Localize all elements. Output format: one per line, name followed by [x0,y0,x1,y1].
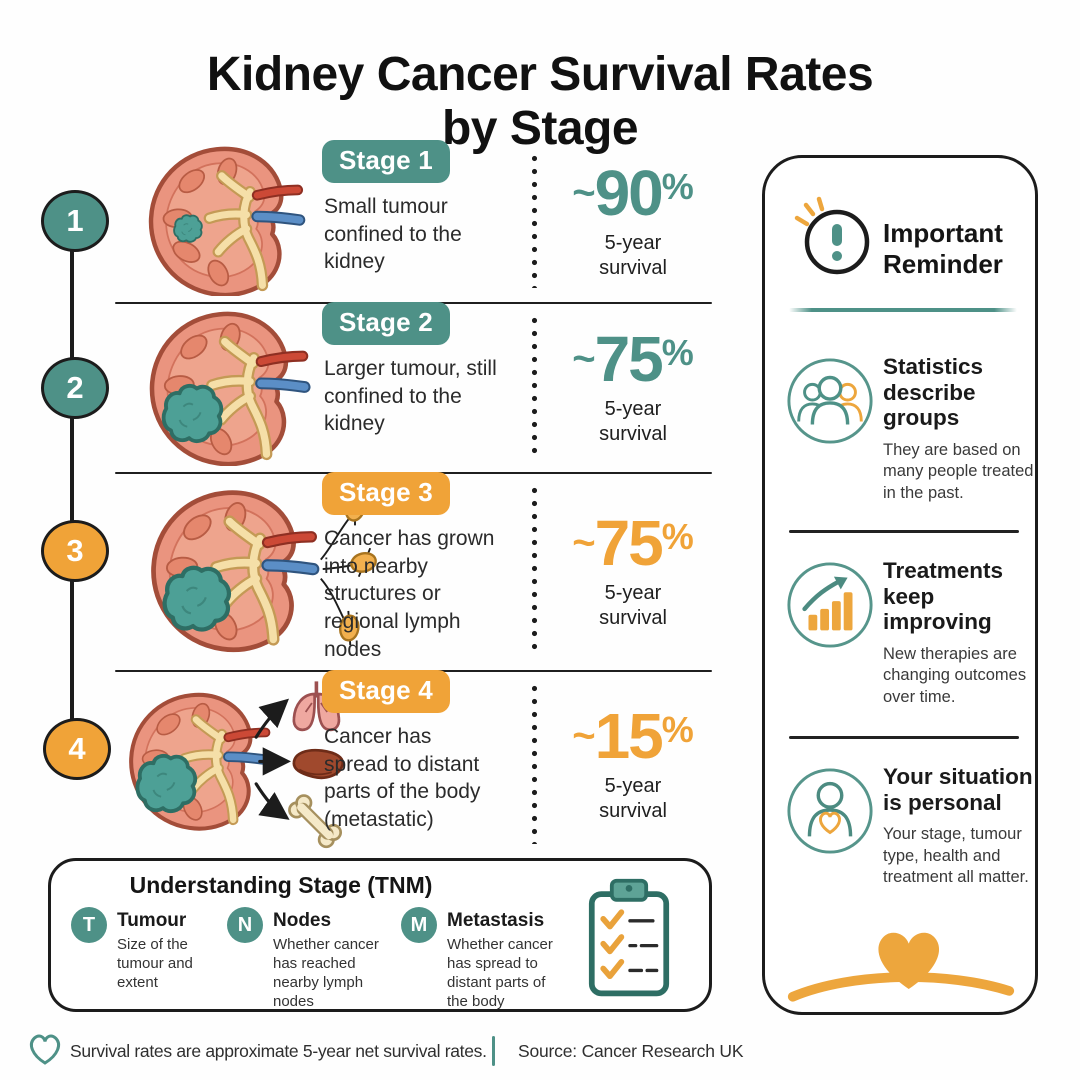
people-group-icon [787,358,873,444]
exclamation-icon [794,196,870,275]
survival-rate-value: ~75% [572,323,694,395]
kidney-metastasis-illustration [118,681,345,849]
kidney-tumour-lymph-nodes-illustration [142,476,379,666]
rising-chart-icon [787,562,873,648]
dotted-divider [532,152,537,288]
tnm-term: Nodes [273,910,332,931]
kidney-small-tumour-illustration [140,144,308,296]
stage-row-2: Stage 2 Larger tumour, still confined to… [40,302,712,472]
stage-row-3: Stage 3 Cancer has grown into nearby str… [40,472,712,670]
reminder-section-statistics: Statistics describe groups They are base… [883,354,1035,504]
footer-source: Source: Cancer Research UK [518,1041,744,1061]
reminder-section-personal: Your situation is personal Your stage, t… [883,764,1035,889]
stage-number-badge-3: 3 [41,520,109,582]
tnm-definition: Whether cancer has reached nearby lymph … [273,936,379,1010]
section-divider [789,736,1019,739]
tnm-title: Understanding Stage (TNM) [129,872,433,898]
survival-rate-label: 5-year survival [599,398,667,445]
tnm-definition: Size of the tumour and extent [117,936,193,991]
stage-number-badge-4: 4 [43,718,111,780]
dotted-divider [532,484,537,656]
survival-rate-value: ~75% [572,507,694,579]
stage-badge: Stage 3 [322,472,450,515]
section-heading: Statistics describe groups [883,354,984,431]
tnm-box: Understanding Stage (TNM) T Tumour Size … [48,858,712,1012]
stage-badge: Stage 1 [322,140,450,183]
reminder-section-treatments: Treatments keep improving New therapies … [883,558,1035,708]
heart-outline-icon [30,1034,60,1065]
reminder-title: Important Reminder [883,218,1003,279]
liver-icon [292,748,345,780]
stage-number-badge-2: 2 [41,357,109,419]
stage-description: Cancer has spread to distant parts of th… [324,725,481,832]
tnm-term: Metastasis [447,910,545,931]
footer-note: Survival rates are approximate 5-year ne… [70,1041,487,1061]
survival-rate-label: 5-year survival [599,775,667,822]
page-title-line2: by Stage [441,102,639,156]
stage-number-badge-1: 1 [41,190,109,252]
important-reminder-panel: Important Reminder Statistics describe g… [762,155,1038,1015]
stage-timeline-line [70,216,74,748]
survival-rate-label: 5-year survival [599,582,667,629]
heart-swoosh-icon [787,932,1015,1002]
survival-rate-value: ~15% [572,700,694,772]
tnm-term: Tumour [117,910,187,931]
section-divider [789,530,1019,533]
page-title: Kidney Cancer Survival Rates by Stage [0,48,1080,156]
tnm-definition: Whether cancer has spread to distant par… [447,936,553,1010]
person-heart-icon [787,768,873,854]
survival-rate-block: ~75% 5-year survival [552,302,714,472]
survival-rate-value: ~90% [572,157,694,229]
footer-divider [492,1036,495,1066]
kidney-large-tumour-illustration [143,308,311,466]
bone-icon [288,794,343,849]
section-heading: Your situation is personal [883,764,1033,815]
teal-divider [789,308,1017,312]
dotted-divider [532,682,537,844]
checklist-clipboard-icon [588,878,670,997]
survival-rate-label: 5-year survival [599,232,667,279]
stage-description: Cancer has grown into nearby structures … [324,527,495,661]
stage-row-4: Stage 4 Cancer has spread to distant par… [40,670,712,858]
stage-description: Larger tumour, still confined to the kid… [324,357,497,436]
tnm-letter-badge: T [71,907,107,943]
stage-row-1: Stage 1 Small tumour confined to the kid… [40,140,712,302]
tnm-letter-badge: M [401,907,437,943]
stage-description: Small tumour confined to the kidney [324,195,462,274]
survival-rate-block: ~75% 5-year survival [552,472,714,670]
survival-rate-block: ~15% 5-year survival [552,670,714,858]
page-title-line1: Kidney Cancer Survival Rates [206,48,874,102]
section-body: They are based on many people treated in… [883,440,1034,502]
survival-rate-block: ~90% 5-year survival [552,140,714,302]
dotted-divider [532,314,537,458]
stage-badge: Stage 2 [322,302,450,345]
stage-badge: Stage 4 [322,670,450,713]
section-body: New therapies are changing outcomes over… [883,644,1027,706]
tnm-letter-badge: N [227,907,263,943]
section-body: Your stage, tumour type, health and trea… [883,825,1029,887]
section-heading: Treatments keep improving [883,558,1004,635]
